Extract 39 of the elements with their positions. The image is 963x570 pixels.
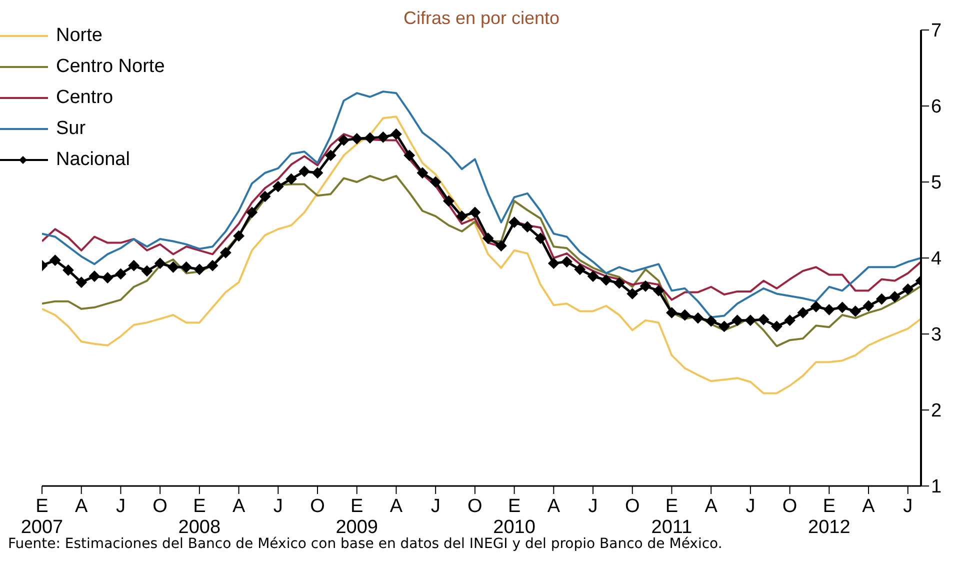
- x-tick-label: E 2012: [808, 496, 850, 538]
- x-tick-label: J: [116, 496, 126, 517]
- x-tick-label: E 2008: [178, 496, 221, 538]
- x-tick-label: J: [588, 496, 598, 517]
- x-tick-label: O: [152, 496, 168, 517]
- y-tick-label: 4: [931, 248, 942, 270]
- x-tick-label: O: [624, 496, 640, 517]
- y-tick-label: 1: [931, 476, 942, 498]
- y-tick-label: 7: [931, 20, 942, 42]
- x-tick-label: A: [704, 496, 718, 517]
- x-tick-label: J: [430, 496, 440, 517]
- x-tick-label: O: [468, 496, 482, 517]
- y-tick-label: 5: [931, 172, 942, 194]
- x-tick-label: E 2007: [20, 496, 64, 538]
- x-tick-label: J: [746, 496, 756, 517]
- legend-label: Nacional: [56, 148, 130, 172]
- x-tick-label: J: [903, 496, 913, 517]
- x-tick-label: E 2010: [493, 496, 536, 538]
- x-tick-label: E 2011: [651, 496, 692, 538]
- chart-title: Cifras en por ciento: [403, 8, 560, 28]
- legend-label: Centro: [56, 86, 114, 110]
- line-series: [42, 174, 921, 348]
- x-tick-label: J: [273, 496, 283, 517]
- source-note: Fuente: Estimaciones del Banco de México con base en datos del INEGI y del propio Banco de México.: [8, 536, 722, 552]
- x-tick-label: A: [547, 496, 560, 517]
- legend-label: Sur: [56, 117, 86, 141]
- x-tick-label: E 2009: [336, 496, 378, 538]
- x-tick-label: A: [75, 496, 88, 517]
- x-tick-label: O: [310, 496, 325, 517]
- y-tick-label: 3: [931, 324, 942, 346]
- line-series: [42, 116, 921, 394]
- legend-label: Centro Norte: [56, 55, 165, 79]
- x-tick-label: O: [782, 496, 798, 517]
- x-tick-label: A: [862, 496, 876, 517]
- x-tick-label: A: [390, 496, 403, 517]
- y-tick-label: 2: [931, 400, 942, 422]
- y-tick-label: 6: [931, 96, 942, 118]
- x-tick-label: A: [232, 496, 246, 517]
- legend-label: Norte: [56, 24, 102, 48]
